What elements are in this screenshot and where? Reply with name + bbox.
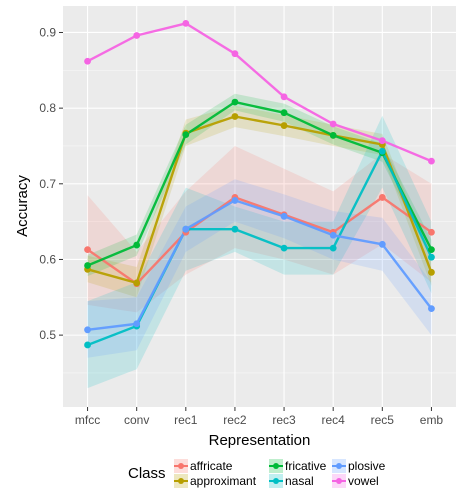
line-vowel [87, 22, 432, 163]
point-fricative [231, 98, 239, 106]
y-tick-label: 0.5 [39, 328, 56, 342]
x-tick-label: conv [124, 413, 149, 427]
x-tick-label: emb [420, 413, 444, 427]
y-axis-ticks: 0.5 0.6 0.7 0.8 0.9 [39, 25, 63, 342]
x-tick-label: rec4 [322, 413, 346, 427]
legend-point [273, 478, 279, 484]
legend-point [336, 463, 342, 469]
x-tick-label: rec1 [174, 413, 198, 427]
x-tick-label: rec3 [272, 413, 296, 427]
y-tick-label: 0.6 [39, 252, 56, 266]
point-vowel [280, 93, 288, 101]
minor-gridlines [63, 70, 456, 374]
legend-point [178, 463, 184, 469]
x-tick-label: mfcc [75, 413, 100, 427]
legend-key-approximant [174, 474, 188, 488]
point-plosive [280, 212, 288, 220]
legend-key-affricate [174, 459, 188, 473]
major-gridlines [63, 6, 456, 407]
point-fricative [428, 246, 435, 254]
point-vowel [329, 120, 337, 128]
point-nasal [280, 244, 288, 252]
line-approximant [87, 115, 433, 285]
point-fricative [329, 131, 337, 139]
legend-label-approximant: approximant [190, 474, 257, 488]
point-vowel [378, 137, 386, 145]
point-fricative [133, 241, 141, 249]
point-approximant [231, 113, 239, 120]
legend-key-nasal [269, 474, 283, 488]
point-plosive [231, 197, 239, 204]
legend-key-fricative [269, 459, 283, 473]
point-nasal [428, 253, 435, 261]
legend-label-affricate: affricate [190, 459, 233, 473]
point-plosive [428, 305, 435, 313]
point-plosive [378, 240, 386, 248]
x-axis-ticks: mfcc conv rec1 rec2 rec3 rec4 rec5 emb [75, 407, 444, 427]
point-affricate [378, 194, 386, 201]
line-affricate [86, 196, 433, 285]
point-vowel [182, 20, 190, 27]
point-approximant [280, 122, 288, 129]
legend-label-plosive: plosive [348, 459, 386, 473]
y-tick-label: 0.7 [39, 177, 56, 191]
point-plosive [182, 225, 190, 233]
legend-point [273, 463, 279, 469]
series-points [84, 20, 435, 349]
point-vowel [428, 157, 435, 165]
point-nasal [84, 341, 91, 349]
point-fricative [280, 109, 288, 117]
point-vowel [133, 32, 141, 39]
point-plosive [133, 320, 141, 328]
x-tick-label: rec5 [371, 413, 395, 427]
point-approximant [133, 279, 141, 287]
point-nasal [378, 147, 386, 155]
legend-key-vowel [332, 474, 346, 488]
point-plosive [84, 326, 91, 334]
series-lines [86, 22, 433, 347]
legend-point [178, 478, 184, 484]
legend-label-fricative: fricative [285, 459, 327, 473]
point-fricative [182, 131, 190, 139]
point-nasal [231, 225, 239, 233]
point-approximant [428, 268, 435, 276]
ribbon-affricate [87, 146, 432, 313]
ribbon-nasal [87, 115, 432, 389]
point-affricate [428, 228, 435, 236]
point-vowel [84, 57, 91, 65]
legend-key-plosive [332, 459, 346, 473]
point-fricative [84, 262, 91, 269]
legend-point [336, 478, 342, 484]
y-axis-title: Accuracy [14, 175, 31, 237]
line-plosive [87, 199, 433, 331]
point-plosive [329, 231, 337, 239]
legend-label-nasal: nasal [285, 474, 314, 488]
x-tick-label: rec2 [223, 413, 247, 427]
legend-label-vowel: vowel [348, 474, 379, 488]
y-tick-label: 0.8 [39, 101, 56, 115]
line-fricative [87, 100, 433, 267]
legend-title: Class [128, 465, 166, 482]
y-tick-label: 0.9 [39, 25, 56, 39]
point-vowel [231, 50, 239, 58]
point-nasal [329, 244, 337, 252]
point-affricate [84, 246, 91, 254]
x-axis-title: Representation [209, 432, 311, 449]
